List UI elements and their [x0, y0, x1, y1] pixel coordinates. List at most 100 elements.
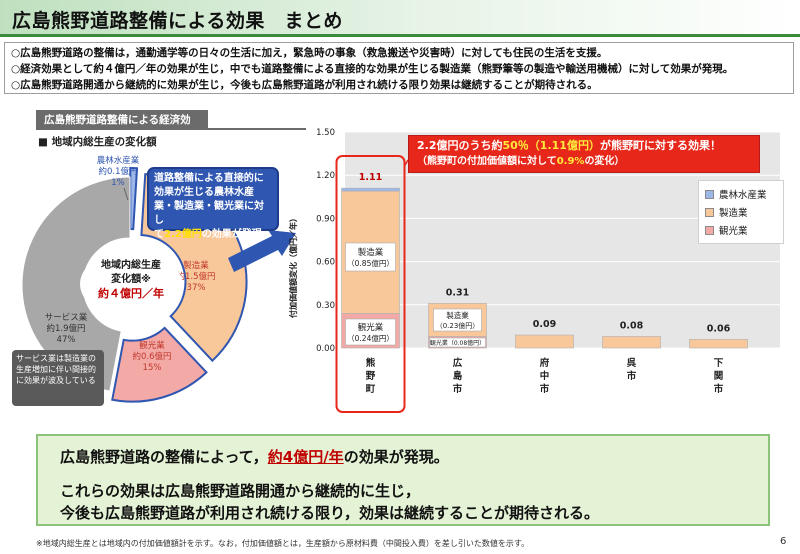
- bar-2-1: [515, 334, 574, 349]
- bar-total-0: 1.11: [359, 172, 382, 183]
- chart-legend: 農林水産業 製造業 観光業: [698, 180, 784, 244]
- blue-callout-line-1: 道路整備による直接的に: [154, 173, 264, 184]
- x-tick-2-1: 中: [540, 370, 550, 382]
- y-tick-5: 1.50: [316, 128, 335, 138]
- x-tick-2-0: 府: [540, 357, 550, 369]
- pie-label-value-3: 約1.9億円: [46, 323, 85, 334]
- bar-total-3: 0.08: [620, 320, 644, 331]
- pie-center-line-2: 変化額※: [111, 274, 151, 285]
- pie-slice-0: [129, 167, 139, 231]
- kumano-mfg-label-2: （0.85億円）: [347, 258, 394, 268]
- bar-total-1: 0.31: [446, 287, 469, 298]
- pie-label-pct-1: 37%: [187, 283, 206, 293]
- kumano-tour-label-1: 観光業: [358, 322, 384, 333]
- bar-3-1: [602, 336, 661, 349]
- x-tick-2-2: 市: [540, 383, 550, 395]
- page-title: 広島熊野道路整備による効果 まとめ: [12, 10, 343, 32]
- red-callout-1a: 2.2億円のうち約: [417, 139, 503, 152]
- hiroshima-mfg-label-box: [433, 308, 482, 332]
- x-tick-3-1: 市: [627, 370, 637, 382]
- blue-callout-line-2: 効果が生じる農林水産: [154, 187, 254, 198]
- conclusion-line-3: 今後も広島熊野道路が利用され続ける限り，効果は継続することが期待される。: [60, 504, 599, 522]
- kumano-mfg-label-box: [345, 242, 396, 272]
- hiroshima-tour-label-box: [429, 337, 486, 348]
- blue-callout-line-3: 業・製造業・観光業に対し: [154, 201, 264, 226]
- blue-callout-highlight: 2.2億円: [164, 229, 202, 240]
- red-callout-2a: （熊野町の付加価値額に対して: [417, 156, 557, 167]
- x-tick-4-0: 下: [714, 358, 724, 369]
- direct-effect-callout: 道路整備による直接的に 効果が生じる農林水産 業・製造業・観光業に対し て2.2…: [147, 167, 279, 240]
- bar-total-4: 0.06: [707, 323, 731, 334]
- kumano-tour-label-2: （0.24億円）: [347, 333, 394, 343]
- pie-label-value-0: 約0.1億円: [98, 166, 137, 177]
- legend-label-agriculture: 農林水産業: [719, 190, 767, 201]
- section-label: 広島熊野道路整備による経済効果: [36, 110, 208, 141]
- pie-label-pct-0: 1%: [111, 178, 125, 188]
- pie-center-label: 地域内総生産 変化額※ 約４億円／年: [80, 250, 182, 318]
- title-bar: 広島熊野道路整備による効果 まとめ: [0, 0, 800, 34]
- x-tick-0-2: 町: [366, 384, 376, 395]
- y-tick-1: 0.30: [316, 301, 335, 311]
- pie-label-value-2: 約0.6億円: [132, 351, 171, 362]
- x-tick-3-0: 呉: [627, 358, 637, 369]
- y-axis-label: 付加価値額変化（億円／年）: [289, 214, 298, 318]
- pie-label-value-1: 約1.5億円: [176, 271, 215, 282]
- hiroshima-mfg-label-2: （0.23億円）: [436, 321, 480, 330]
- pie-label-name-3: サービス業: [45, 312, 88, 323]
- y-tick-0: 0.00: [316, 344, 335, 354]
- y-tick-2: 0.60: [316, 258, 335, 268]
- pie-label-name-0: 農林水産業: [97, 155, 140, 166]
- page-number: 6: [780, 536, 787, 547]
- bar-4-1: [689, 339, 748, 349]
- x-tick-0-1: 野: [366, 371, 376, 382]
- pie-label-pct-2: 15%: [143, 363, 162, 373]
- legend-label-manufacturing: 製造業: [719, 208, 748, 219]
- legend-swatch-agriculture: [705, 189, 714, 199]
- summary-line-3: ○広島熊野道路開通から継続的に効果が生じ，今後も広島熊野道路が利用され続ける限り…: [11, 79, 598, 91]
- x-tick-1-0: 広: [453, 357, 463, 369]
- hiroshima-mfg-label-1: 製造業: [446, 310, 469, 320]
- kumano-mfg-label-1: 製造業: [358, 247, 384, 258]
- pie-label-name-2: 観光業: [139, 340, 165, 351]
- x-tick-1-1: 島: [453, 370, 463, 382]
- x-tick-4-2: 市: [714, 383, 724, 395]
- pie-center-value: 約４億円／年: [98, 287, 164, 300]
- kumano-tour-label-box: [345, 318, 396, 346]
- flow-arrow: [228, 230, 296, 272]
- conclusion-box: 広島熊野道路の整備によって，約4億円/年の効果が発現。 これらの効果は広島熊野道…: [36, 434, 770, 526]
- red-callout-highlight-2: 0.9%: [556, 156, 585, 167]
- red-callout-2b: の変化）: [584, 156, 625, 167]
- kumano-effect-callout: 2.2億円のうち約50％（1.11億円）が熊野町に対する効果！ （熊野町の付加価…: [408, 135, 760, 173]
- bar-0-2: [341, 187, 400, 192]
- red-callout-line-2: （熊野町の付加価値額に対して0.9%の変化）: [417, 154, 751, 170]
- blue-callout-line-4a: て: [154, 229, 164, 240]
- service-note-box: サービス業は製造業の生産増加に伴い間接的に効果が波及している: [12, 350, 104, 406]
- y-tick-4: 1.20: [316, 171, 335, 181]
- conclusion-line-1: 広島熊野道路の整備によって，約4億円/年の効果が発現。: [60, 446, 746, 468]
- legend-item-tourism: 観光業: [705, 221, 777, 239]
- pie-slice-2: [111, 326, 208, 403]
- legend-swatch-tourism: [705, 225, 714, 235]
- pie-leader-agriculture: [123, 187, 129, 201]
- red-callout-1b: が熊野町に対する効果！: [599, 139, 721, 152]
- callout-connector: [403, 159, 409, 167]
- legend-item-agriculture: 農林水産業: [705, 185, 777, 203]
- legend-item-manufacturing: 製造業: [705, 203, 777, 221]
- summary-line-2: ○経済効果として約４億円／年の効果が生じ，中でも道路整備による直接的な効果が生じ…: [11, 63, 734, 75]
- summary-box: ○広島熊野道路の整備は，通勤通学等の日々の生活に加え，緊急時の事象（救急搬送や災…: [4, 42, 794, 94]
- conclusion-highlight: 約4億円/年: [267, 448, 344, 466]
- summary-line-1: ○広島熊野道路の整備は，通勤通学等の日々の生活に加え，緊急時の事象（救急搬送や災…: [11, 47, 608, 59]
- x-tick-0-0: 熊: [366, 357, 376, 369]
- section-rule: [36, 128, 306, 130]
- conclusion-1b: の効果が発現。: [343, 448, 449, 466]
- pie-label-pct-3: 47%: [57, 335, 76, 345]
- pie-label-name-1: 製造業: [183, 260, 209, 271]
- red-callout-highlight-1: 50％（1.11億円）: [502, 139, 600, 152]
- x-tick-1-2: 市: [453, 383, 463, 395]
- y-tick-3: 0.90: [316, 214, 335, 224]
- legend-swatch-manufacturing: [705, 207, 714, 217]
- red-callout-line-1: 2.2億円のうち約50％（1.11億円）が熊野町に対する効果！: [417, 138, 751, 154]
- pie-center-line-1: 地域内総生産: [101, 260, 161, 271]
- legend-label-tourism: 観光業: [719, 226, 748, 237]
- conclusion-1a: 広島熊野道路の整備によって，: [60, 448, 268, 466]
